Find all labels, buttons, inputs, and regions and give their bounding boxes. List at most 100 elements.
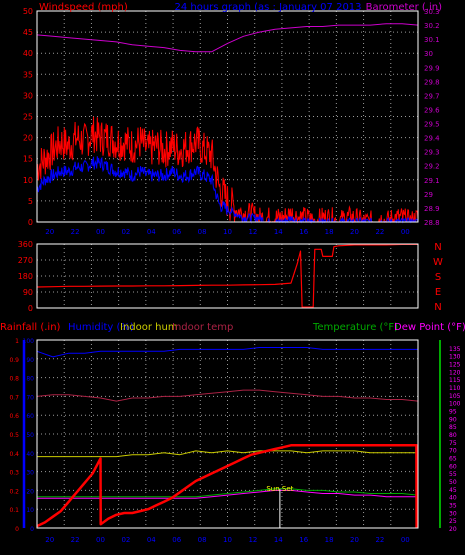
wind-x-tick-label: 18 <box>325 228 334 236</box>
wind-x-tick-label: 08 <box>198 228 207 236</box>
wind-x-tick-label: 12 <box>248 228 257 236</box>
temp-y-tick-label: 80 <box>449 432 457 439</box>
temp-y-tick-label: 40 <box>449 495 457 502</box>
temp-y-tick-label: 30 <box>449 510 457 517</box>
rain-x-tick-label: 14 <box>274 536 283 544</box>
temperature-axis-title: Temperature (°F) <box>312 322 398 333</box>
compass-label: E <box>435 287 441 298</box>
baro-y-tick-label: 30.2 <box>424 22 440 30</box>
sunset-annotation: Sun Set <box>266 485 293 493</box>
baro-y-tick-label: 29.8 <box>424 78 440 86</box>
wind-y-tick-label: 25 <box>23 113 33 122</box>
wind-axis-title: Windspeed (mph) <box>39 2 128 13</box>
wind-x-tick-label: 16 <box>299 228 308 236</box>
series-humidity-line <box>36 347 418 358</box>
direction-y-tick-label: 0 <box>28 304 33 313</box>
wind-x-tick-label: 22 <box>375 228 384 236</box>
compass-label: S <box>435 272 441 283</box>
baro-y-tick-label: 29 <box>424 191 433 199</box>
indoor-hum-axis-title: Indoor hum <box>120 322 178 333</box>
humidity-y-tick-label: 100 <box>23 338 35 345</box>
humidity-y-tick-label: 30 <box>26 470 34 477</box>
series-wind-direction-line <box>36 243 418 308</box>
rain-x-tick-label: 06 <box>172 536 181 544</box>
wind-y-tick-label: 0 <box>28 218 33 227</box>
wind-x-tick-label: 22 <box>71 228 80 236</box>
series-indoor-temp-line <box>36 389 419 402</box>
wind-x-tick-label: 20 <box>45 228 54 236</box>
compass-label: W <box>433 257 443 268</box>
wind-y-tick-label: 10 <box>23 176 33 185</box>
temp-y-tick-label: 35 <box>449 503 457 510</box>
humidity-y-tick-label: 90 <box>26 357 34 364</box>
baro-y-tick-label: 29.4 <box>424 135 440 143</box>
humidity-y-tick-label: 40 <box>26 451 34 458</box>
wind-y-tick-label: 30 <box>23 91 33 100</box>
direction-y-tick-label: 270 <box>18 256 33 265</box>
rain-x-tick-label: 04 <box>147 536 156 544</box>
temp-y-tick-label: 70 <box>449 448 457 455</box>
humidity-y-tick-label: 60 <box>26 413 34 420</box>
rain-x-tick-label: 00 <box>401 536 410 544</box>
temp-y-tick-label: 135 <box>449 346 461 353</box>
rain-y-tick-label: 0.1 <box>9 507 19 514</box>
temp-y-tick-label: 25 <box>449 518 457 525</box>
rain-x-tick-label: 02 <box>121 536 130 544</box>
temp-y-tick-label: 130 <box>449 354 461 361</box>
baro-y-tick-label: 29.6 <box>424 106 440 114</box>
wind-panel-frame <box>36 10 419 223</box>
rainfall-axis-title: Rainfall (.in) <box>0 322 61 333</box>
rain-y-tick-label: 0.9 <box>9 357 19 364</box>
wind-y-tick-label: 40 <box>23 49 33 58</box>
dew-point-axis-title: Dew Point (°F) <box>394 322 465 333</box>
rain-x-tick-label: 22 <box>71 536 80 544</box>
baro-y-tick-label: 30.1 <box>424 36 440 44</box>
baro-y-tick-label: 28.8 <box>424 219 440 227</box>
temp-y-tick-label: 100 <box>449 401 461 408</box>
temp-y-tick-label: 50 <box>449 479 457 486</box>
wind-x-tick-label: 00 <box>401 228 410 236</box>
temp-y-tick-label: 60 <box>449 463 457 470</box>
rain-y-tick-label: 0.8 <box>9 376 19 383</box>
compass-label: N <box>434 242 441 253</box>
wind-y-tick-label: 35 <box>23 70 33 79</box>
barometer-axis-title: Barometer (.in) <box>366 2 442 13</box>
indoor-temp-axis-title: Indoor temp <box>172 322 233 333</box>
direction-y-tick-label: 90 <box>23 288 33 297</box>
rain-x-tick-label: 12 <box>248 536 257 544</box>
baro-y-tick-label: 30 <box>424 50 433 58</box>
wind-y-tick-label: 45 <box>23 28 33 37</box>
temp-y-tick-label: 105 <box>449 393 461 400</box>
baro-y-tick-label: 30.3 <box>424 8 440 16</box>
wind-x-tick-label: 20 <box>350 228 359 236</box>
direction-y-tick-label: 360 <box>18 240 33 249</box>
wind-x-tick-label: 14 <box>274 228 283 236</box>
direction-y-tick-label: 180 <box>18 272 33 281</box>
wind-x-tick-label: 00 <box>96 228 105 236</box>
rain-y-tick-label: 0.5 <box>9 432 19 439</box>
temp-y-tick-label: 120 <box>449 369 461 376</box>
baro-y-tick-label: 29.7 <box>424 92 440 100</box>
rain-y-tick-label: 0 <box>15 526 19 533</box>
series-indoor-hum-line <box>37 450 418 458</box>
temp-y-tick-label: 95 <box>449 409 457 416</box>
humidity-y-tick-label: 0 <box>30 526 34 533</box>
rain-x-tick-label: 20 <box>350 536 359 544</box>
humidity-y-tick-label: 50 <box>26 432 34 439</box>
temp-y-tick-label: 90 <box>449 416 457 423</box>
rain-y-tick-label: 1 <box>15 338 19 345</box>
rain-panel-frame <box>36 339 419 529</box>
series-barometer-line <box>36 23 419 53</box>
baro-y-tick-label: 28.9 <box>424 205 440 213</box>
baro-y-tick-label: 29.3 <box>424 149 440 157</box>
temp-y-tick-label: 20 <box>449 526 457 533</box>
temp-y-tick-label: 75 <box>449 440 457 447</box>
rain-x-tick-label: 10 <box>223 536 232 544</box>
temp-y-tick-label: 110 <box>449 385 461 392</box>
temp-y-tick-label: 115 <box>449 377 461 384</box>
baro-y-tick-label: 29.2 <box>424 163 440 171</box>
rain-y-tick-label: 0.6 <box>9 413 19 420</box>
temp-y-tick-label: 125 <box>449 362 461 369</box>
